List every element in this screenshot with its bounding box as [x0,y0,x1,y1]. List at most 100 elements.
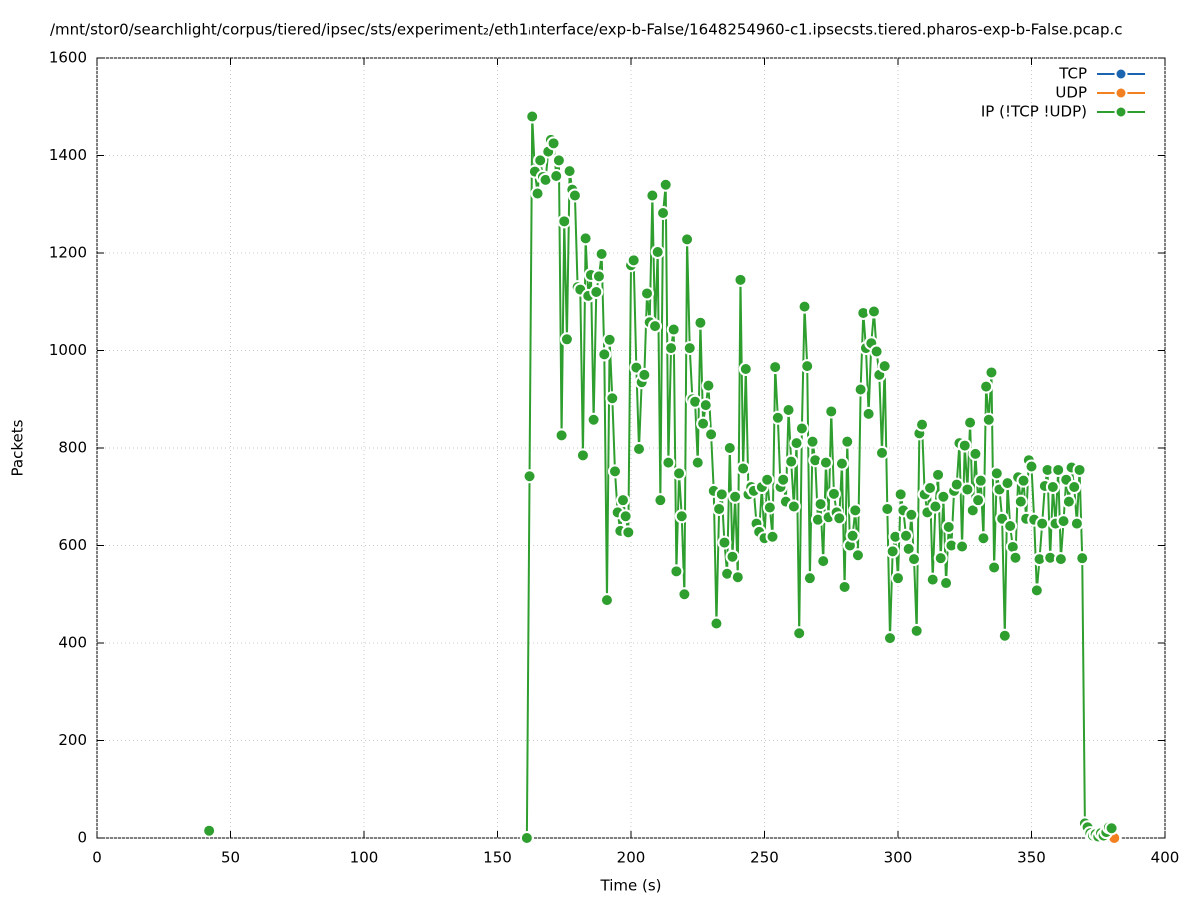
data-point [522,469,537,484]
data-point [1053,552,1068,567]
y-tick-label: 1000 [49,341,87,359]
data-point [666,322,681,337]
data-point [615,493,630,508]
data-point [802,571,817,586]
data-point [728,489,743,504]
data-point [567,188,582,203]
data-point [653,493,668,508]
data-point [1000,476,1015,491]
data-point [1051,462,1066,477]
data-point [848,503,863,518]
data-point [557,214,572,229]
data-point [698,398,713,413]
legend-label: UDP [1055,84,1087,102]
data-point [597,347,612,362]
data-point [963,415,978,430]
data-point [645,188,660,203]
data-point [704,427,719,442]
data-point [925,572,940,587]
data-point [979,379,994,394]
data-point [936,489,951,504]
data-point [648,319,663,334]
data-point [586,412,601,427]
data-point [973,473,988,488]
data-point [1045,480,1060,494]
x-tick-label: 150 [483,849,512,867]
data-point [632,441,647,456]
data-point [594,246,609,261]
x-tick-label: 0 [92,849,102,867]
data-point [797,299,812,314]
y-tick-label: 1600 [49,49,87,67]
data-point [834,456,849,471]
data-point [533,153,548,168]
data-point [589,285,604,299]
data-point [931,467,946,482]
data-point [1024,459,1039,474]
data-point [1035,516,1050,531]
data-point [784,454,799,469]
data-point [939,576,954,591]
data-point [770,410,785,425]
data-point [549,168,564,183]
data-point [794,421,809,436]
data-point [1075,551,1090,566]
data-point [1003,519,1018,533]
data-point [591,269,606,284]
data-point [866,304,881,319]
data-point [575,448,590,463]
data-point [1061,494,1076,509]
data-point [650,245,665,260]
data-point [893,487,908,502]
data-point [714,487,729,502]
data-point [730,570,745,585]
data-point [981,412,996,427]
data-point [605,391,620,406]
x-tick-label: 350 [1017,849,1046,867]
y-tick-label: 400 [58,634,87,652]
data-point [904,507,919,522]
data-point [907,552,922,567]
data-point [861,406,876,421]
data-point [885,544,900,559]
data-point [599,593,614,608]
data-point [530,186,545,201]
x-tick-label: 100 [350,849,379,867]
y-tick-label: 600 [58,536,87,554]
data-point [776,472,791,487]
data-point [1104,821,1119,836]
legend-label: IP (!TCP !UDP) [981,103,1087,121]
data-point [813,497,828,512]
data-point [923,480,938,495]
x-tick-label: 250 [750,849,779,867]
data-point [554,428,569,443]
data-point [519,831,534,845]
data-point [202,823,217,838]
data-point [701,378,716,393]
data-point [626,253,641,268]
data-point [1008,550,1023,565]
data-point [696,416,711,431]
data-point [661,455,676,470]
data-point [602,332,617,347]
data-point [880,501,895,516]
data-point [768,360,783,375]
data-point [677,587,692,602]
legend-marker [1114,105,1128,119]
data-point [968,446,983,461]
data-point [869,344,884,359]
data-point [640,286,655,301]
data-point [816,554,831,569]
data-point [882,631,897,646]
data-point [682,341,697,356]
x-tick-label: 300 [884,849,913,867]
legend-label: TCP [1058,65,1087,83]
data-point [976,531,991,546]
data-point [781,402,796,417]
data-point [674,509,689,524]
data-point [786,499,801,514]
data-point [955,539,970,554]
data-point [562,164,577,179]
data-point [672,466,687,481]
data-point [722,441,737,455]
